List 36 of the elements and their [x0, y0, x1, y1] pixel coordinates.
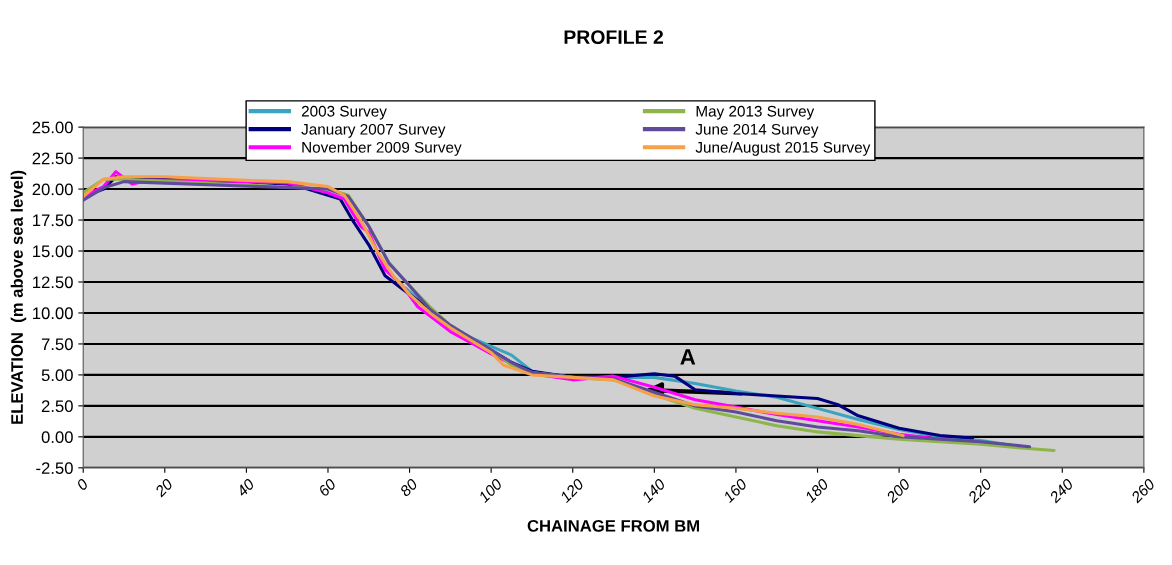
legend-label: November 2009 Survey: [302, 141, 462, 156]
x-tick-label: 140: [640, 477, 667, 504]
legend-label: January 2007 Survey: [301, 123, 446, 138]
x-tick-label: 260: [1130, 477, 1156, 504]
x-tick-label: 60: [317, 477, 337, 497]
y-tick-label: 15.00: [33, 245, 73, 258]
y-tick-label: 20.00: [32, 183, 73, 196]
y-tick-label: 0.00: [41, 431, 73, 444]
legend-label: June 2014 Survey: [695, 123, 819, 138]
x-axis-title: CHAINAGE FROM BM: [527, 519, 699, 532]
x-tick-label: 80: [399, 477, 419, 498]
x-tick-label: 100: [477, 477, 503, 504]
x-tick-label: 220: [966, 477, 993, 504]
y-tick-label: 17.50: [33, 214, 73, 227]
annotation: A: [680, 349, 696, 365]
legend-label: 2003 Survey: [301, 105, 387, 120]
y-tick-label: 2.50: [41, 400, 73, 413]
y-tick-label: -2.50: [36, 462, 73, 475]
x-tick-label: 20: [153, 477, 174, 498]
x-tick-label: 200: [885, 477, 911, 504]
y-tick-label: 22.50: [32, 152, 73, 165]
y-tick-label: 12.50: [33, 276, 73, 289]
x-tick-label: 120: [559, 477, 585, 504]
x-tick-label: 180: [804, 477, 830, 504]
legend-label: May 2013 Survey: [696, 105, 815, 120]
y-tick-label: 5.00: [41, 369, 73, 382]
y-tick-label: 25.00: [32, 121, 73, 134]
y-tick-label: 7.50: [41, 338, 73, 351]
y-axis-title: ELEVATION (m above sea level): [10, 170, 27, 424]
y-tick-label: 10.00: [33, 307, 73, 320]
x-tick-label: 160: [722, 477, 748, 504]
x-tick-label: 0: [75, 477, 90, 492]
x-tick-label: 40: [235, 477, 256, 498]
x-tick-label: 240: [1048, 477, 1075, 504]
legend-label: June/August 2015 Survey: [695, 141, 871, 156]
chart-title: PROFILE 2: [564, 30, 663, 44]
